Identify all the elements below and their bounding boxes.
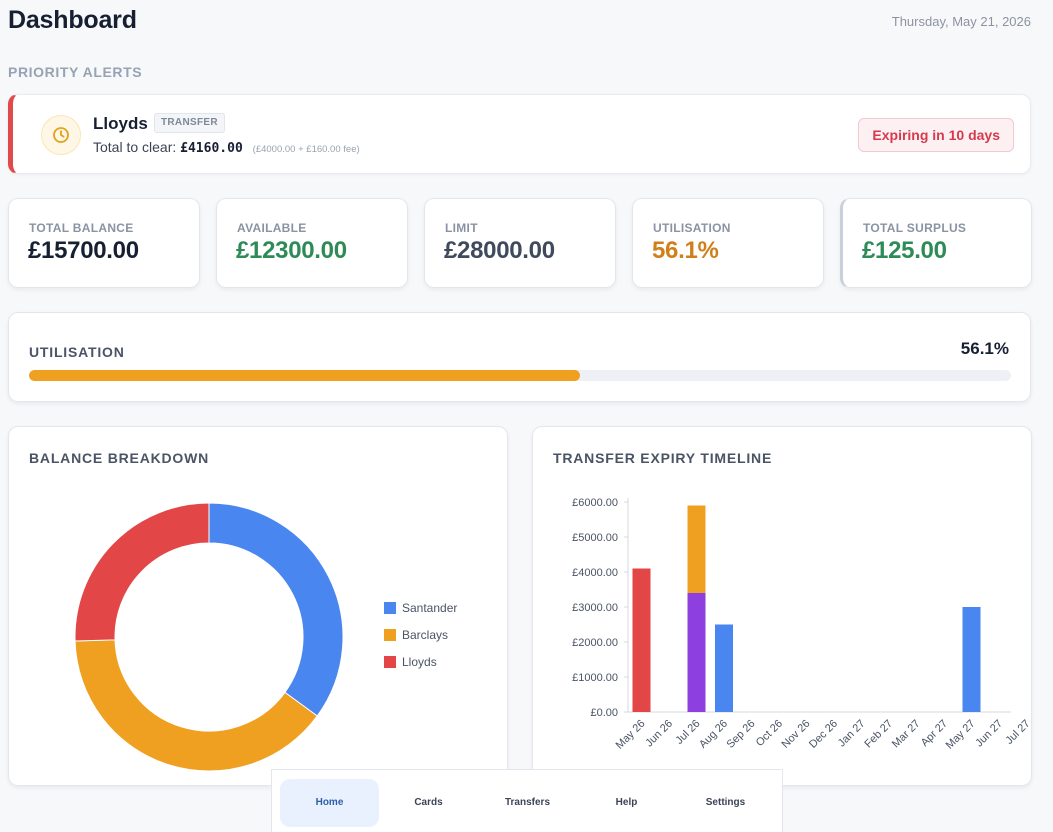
x-tick-label: May 26 — [614, 718, 648, 752]
balance-donut-chart — [74, 502, 344, 772]
stat-label: UTILISATION — [653, 221, 731, 235]
stat-card-utilisation: UTILISATION 56.1% — [632, 198, 824, 288]
legend-swatch — [384, 656, 396, 668]
stat-value: £12300.00 — [236, 237, 347, 264]
alert-account-name: Lloyds — [93, 114, 148, 133]
bottom-navigation: Home Cards Transfers Help Settings — [271, 769, 783, 832]
alert-total-amount: £4160.00 — [180, 141, 243, 156]
page-date: Thursday, May 21, 2026 — [891, 14, 1031, 29]
utilisation-progress-fill — [29, 370, 580, 381]
stat-card-total-balance: TOTAL BALANCE £15700.00 — [8, 198, 200, 288]
bar-may-26[interactable] — [632, 568, 651, 713]
donut-slice-barclays[interactable] — [74, 639, 318, 772]
page-title: Dashboard — [8, 6, 137, 34]
nav-transfers[interactable]: Transfers — [504, 797, 551, 808]
stat-card-total-surplus[interactable]: TOTAL SURPLUS £125.00 — [840, 198, 1032, 288]
y-tick-label: £2000.00 — [572, 637, 618, 649]
donut-slice-lloyds[interactable] — [74, 502, 210, 642]
x-tick-label: Mar 27 — [890, 718, 923, 751]
y-tick-label: £3000.00 — [572, 602, 618, 614]
nav-help[interactable]: Help — [615, 797, 638, 808]
legend-label: Santander — [402, 601, 458, 615]
stat-label: TOTAL BALANCE — [29, 221, 134, 235]
y-tick-label: £4000.00 — [572, 567, 618, 579]
x-tick-label: May 27 — [944, 718, 978, 752]
transfer-expiry-bar-chart: £0.00 £1000.00 £2000.00 £3000.00 £4000.00 £50… — [572, 497, 1032, 752]
utilisation-title: UTILISATION — [29, 344, 125, 360]
stat-label: TOTAL SURPLUS — [863, 221, 967, 235]
y-tick-label: £0.00 — [590, 707, 618, 719]
alert-total-label: Total to clear: — [93, 139, 177, 155]
nav-settings[interactable]: Settings — [705, 797, 746, 808]
x-tick-label: Jan 27 — [836, 718, 868, 750]
clock-icon — [41, 115, 81, 155]
utilisation-card: UTILISATION 56.1% — [8, 312, 1031, 402]
x-tick-label: Aug 26 — [697, 718, 730, 751]
balance-breakdown-panel: BALANCE BREAKDOWN Santander Barclays Lloyd… — [8, 426, 508, 786]
stat-value: £28000.00 — [444, 237, 555, 264]
transfer-expiry-panel: TRANSFER EXPIRY TIMELINE £0.00 £1000.00 £2… — [532, 426, 1032, 786]
x-tick-label: Jun 26 — [643, 718, 675, 750]
stat-card-limit: LIMIT £28000.00 — [424, 198, 616, 288]
stat-value: £15700.00 — [28, 237, 139, 264]
stat-value: 56.1% — [652, 237, 719, 264]
y-tick-label: £5000.00 — [572, 532, 618, 544]
utilisation-progress-track — [29, 370, 1011, 381]
legend-swatch — [384, 602, 396, 614]
priority-alerts-heading: PRIORITY ALERTS — [8, 64, 143, 80]
x-tick-label: Jul 27 — [1003, 718, 1032, 747]
x-tick-label: Jun 27 — [973, 718, 1005, 750]
donut-slice-santander[interactable] — [208, 502, 344, 717]
page-header: Dashboard Thursday, May 21, 2026 — [8, 6, 1031, 36]
panel-title: TRANSFER EXPIRY TIMELINE — [553, 450, 773, 466]
legend-label: Lloyds — [402, 655, 437, 669]
expiry-badge: Expiring in 10 days — [858, 118, 1014, 152]
utilisation-value: 56.1% — [960, 339, 1009, 358]
alert-fee-breakdown: (£4000.00 + £160.00 fee) — [252, 144, 360, 155]
alert-type-tag: TRANSFER — [154, 113, 225, 133]
nav-home[interactable]: Home — [280, 779, 379, 827]
stat-value: £125.00 — [862, 237, 947, 264]
alert-total: Total to clear: £4160.00 (£4000.00 + £16… — [93, 139, 360, 156]
y-tick-label: £1000.00 — [572, 672, 618, 684]
x-tick-label: Dec 26 — [807, 718, 840, 751]
bar-may-27[interactable] — [962, 607, 981, 712]
stat-card-available: AVAILABLE £12300.00 — [216, 198, 408, 288]
legend-swatch — [384, 629, 396, 641]
x-tick-label: Feb 27 — [862, 718, 895, 751]
bar-jul-26[interactable] — [687, 505, 706, 594]
stat-label: LIMIT — [445, 221, 478, 235]
bar-aug-26[interactable] — [715, 624, 733, 713]
stat-label: AVAILABLE — [237, 221, 307, 235]
nav-cards[interactable]: Cards — [414, 797, 443, 808]
x-tick-label: Sep 26 — [724, 718, 757, 751]
x-tick-label: Nov 26 — [779, 718, 812, 751]
bar-jul-26[interactable] — [687, 593, 706, 712]
y-tick-label: £6000.00 — [572, 497, 618, 509]
panel-title: BALANCE BREAKDOWN — [29, 450, 210, 466]
alert-card[interactable]: Lloyds TRANSFER Total to clear: £4160.00… — [8, 94, 1031, 174]
legend-label: Barclays — [402, 628, 449, 642]
